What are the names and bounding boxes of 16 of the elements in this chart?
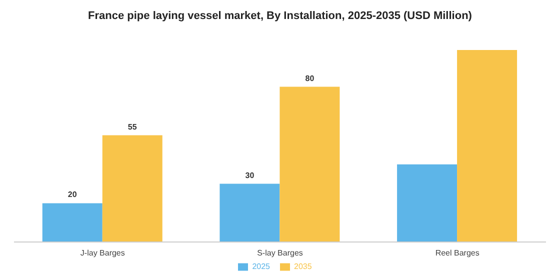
x-tick-label: S-lay Barges [257,248,303,258]
bar [280,86,340,242]
data-label: 55 [128,122,138,132]
legend-label: 2035 [294,262,312,272]
bar [220,184,280,242]
data-label: 20 [68,190,78,200]
x-tick-label: Reel Barges [435,248,480,258]
chart-title: France pipe laying vessel market, By Installation, 2025-2035 (USD Million) [87,9,473,24]
bar [457,50,518,242]
x-tick-label: J-lay Barges [80,248,125,258]
data-label: 30 [245,170,255,180]
bar [42,203,102,242]
data-label: 80 [305,74,315,83]
legend-label: 2025 [252,262,270,272]
bar [102,135,162,242]
bar [397,164,458,242]
